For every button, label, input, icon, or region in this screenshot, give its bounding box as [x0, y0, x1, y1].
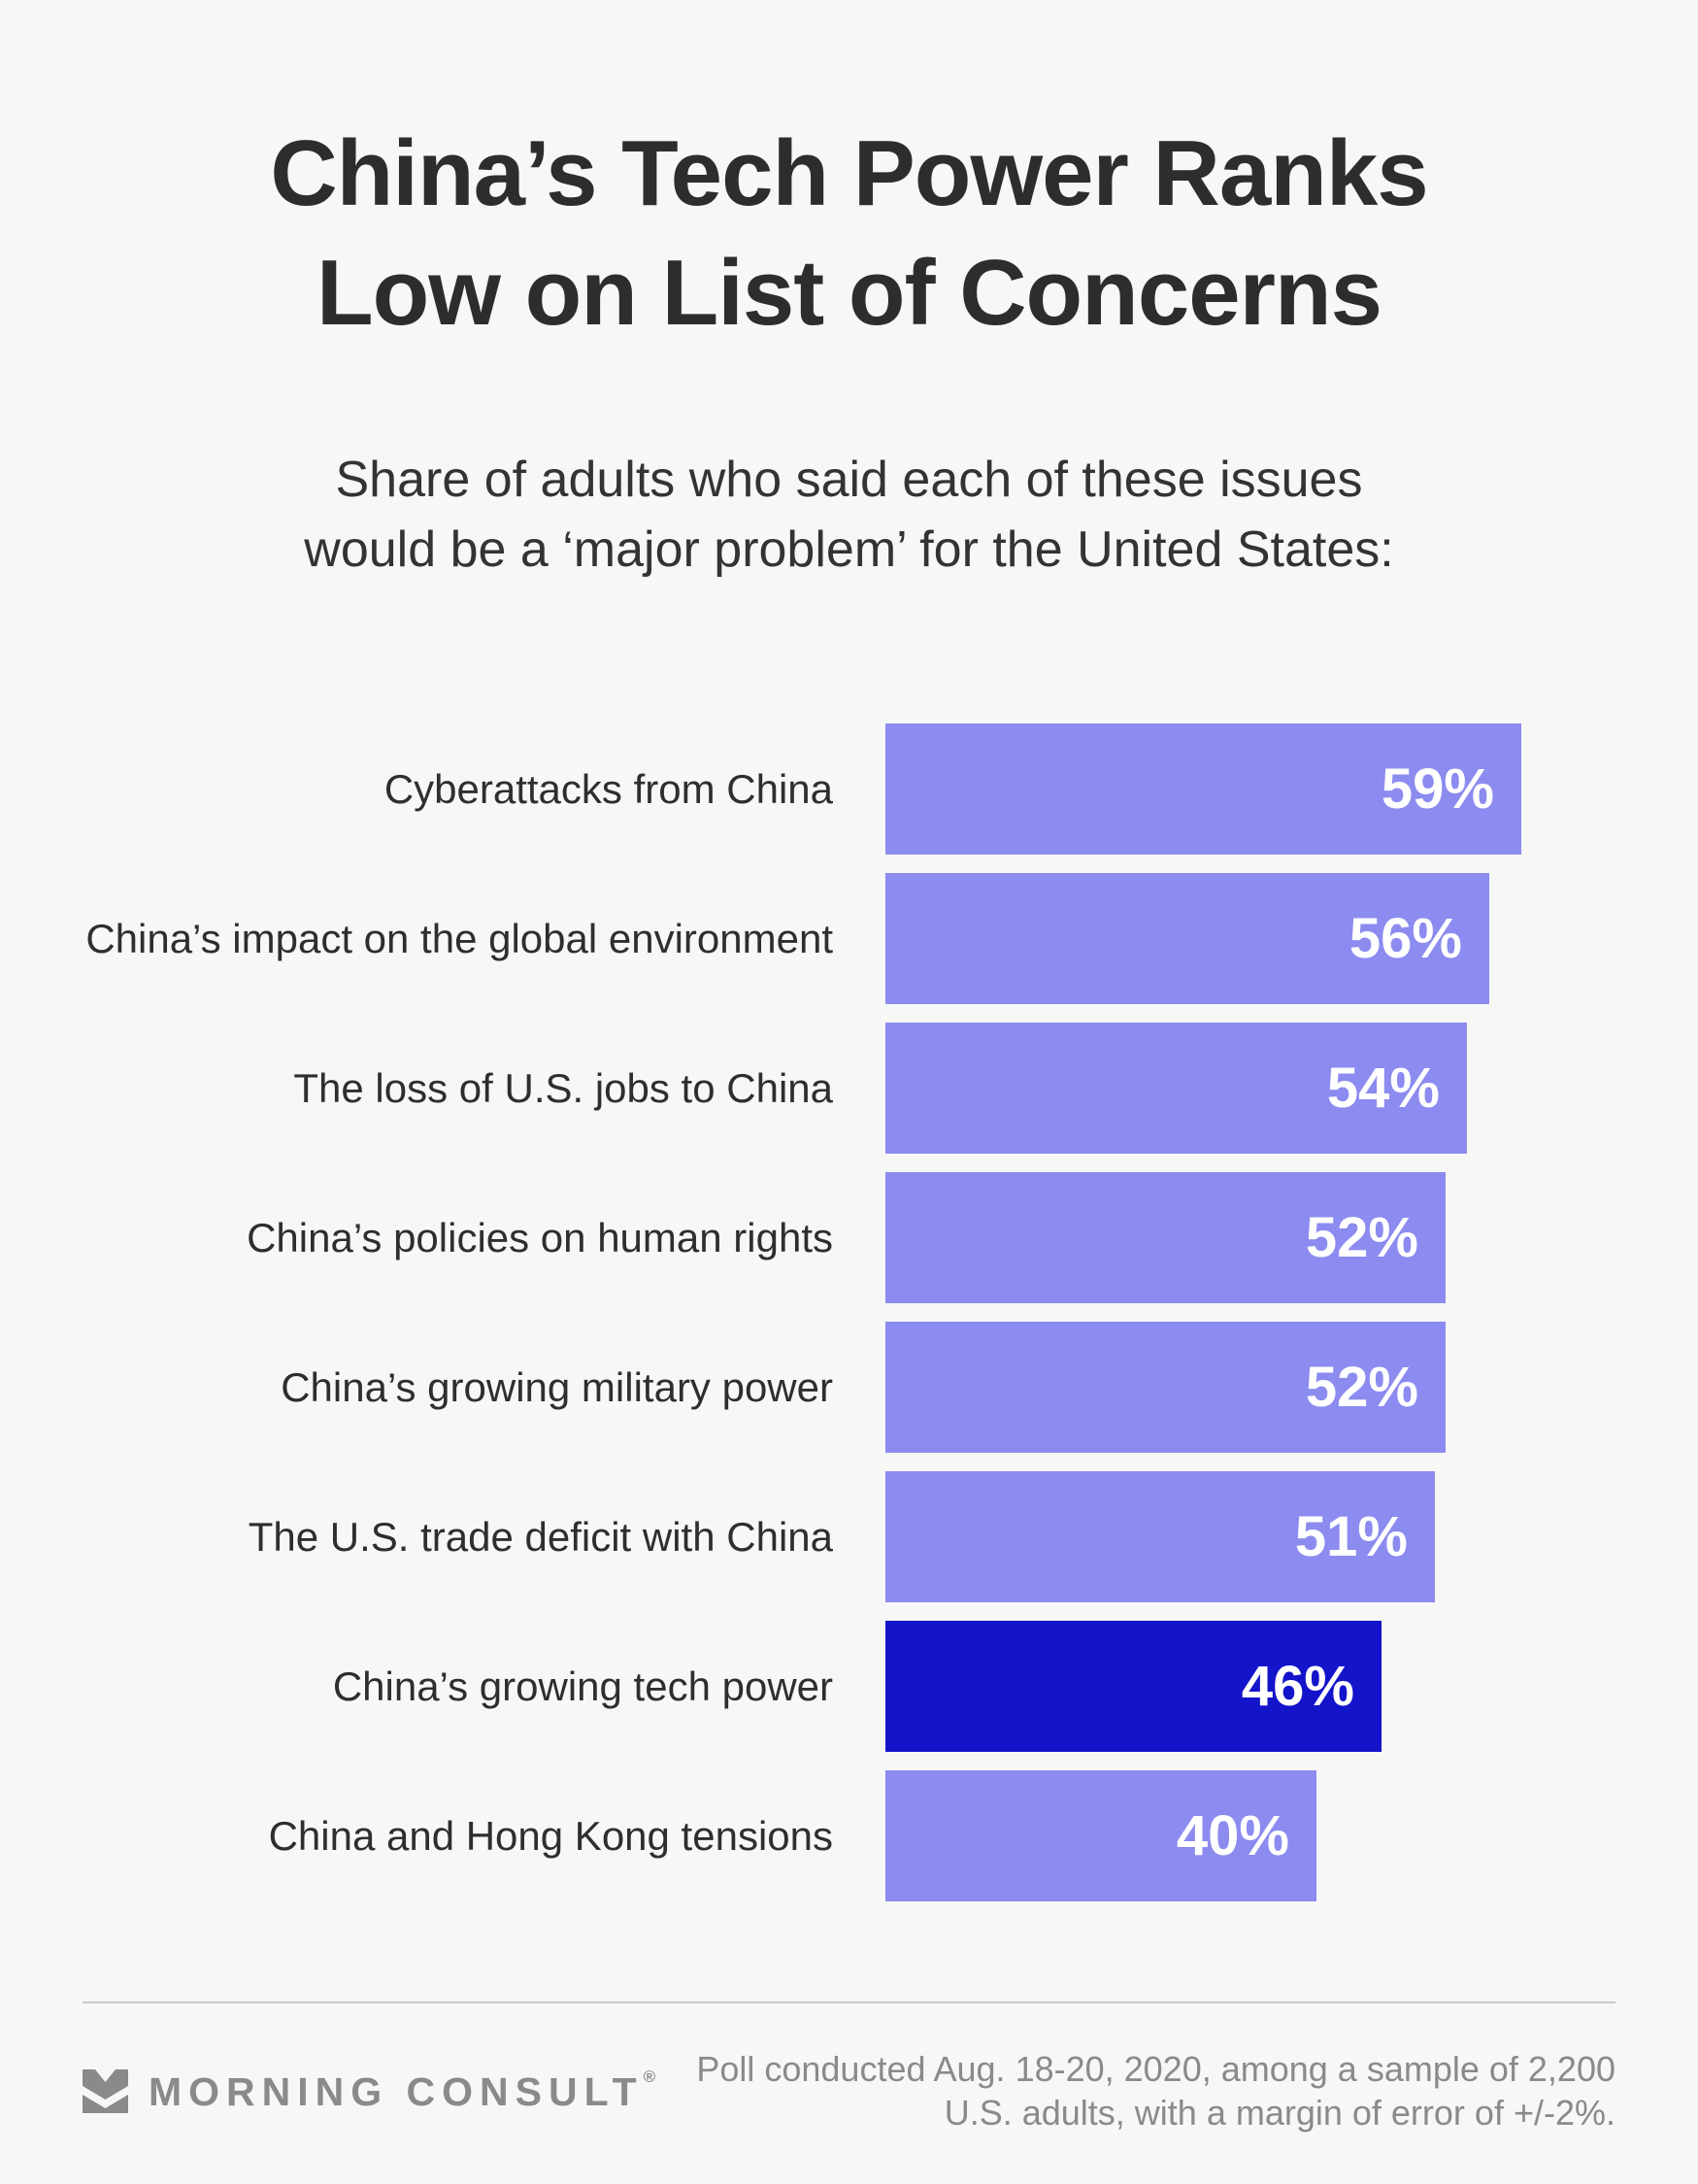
bar-row: Cyberattacks from China 59%	[0, 723, 1698, 856]
bar-row: China’s growing military power 52%	[0, 1322, 1698, 1454]
bar-value-label: 52%	[1305, 1206, 1418, 1270]
bar-row: China’s policies on human rights 52%	[0, 1172, 1698, 1304]
bar: 54%	[885, 1023, 1467, 1155]
bar-category-label: China and Hong Kong tensions	[268, 1812, 833, 1859]
bar: 40%	[885, 1770, 1316, 1902]
footer: MORNING CONSULT® Poll conducted Aug. 18-…	[83, 2047, 1615, 2134]
bar-value-label: 54%	[1326, 1057, 1440, 1121]
bar-row: The loss of U.S. jobs to China 54%	[0, 1023, 1698, 1155]
chart-subtitle: Share of adults who said each of these i…	[0, 446, 1698, 586]
chart-title: China’s Tech Power Ranks Low on List of …	[0, 0, 1698, 353]
bar: 59%	[885, 723, 1521, 856]
bar: 52%	[885, 1322, 1446, 1454]
bar-value-label: 40%	[1176, 1804, 1289, 1868]
bar-value-label: 51%	[1294, 1505, 1408, 1569]
poll-methodology-note: Poll conducted Aug. 18-20, 2020, among a…	[696, 2047, 1615, 2134]
bar-row: China’s impact on the global environment…	[0, 873, 1698, 1005]
bar: 46%	[885, 1621, 1382, 1753]
poll-note-line-2: U.S. adults, with a margin of error of +…	[944, 2093, 1615, 2134]
bar: 56%	[885, 873, 1489, 1005]
bar-value-label: 59%	[1381, 757, 1494, 822]
bar-category-label: China’s growing tech power	[332, 1663, 833, 1709]
bar-category-label: China’s policies on human rights	[247, 1214, 833, 1260]
chart-subtitle-line-1: Share of adults who said each of these i…	[335, 451, 1363, 508]
bar-row: China and Hong Kong tensions 40%	[0, 1770, 1698, 1902]
bar-category-label: China’s impact on the global environment	[85, 915, 833, 961]
bar-value-label: 46%	[1241, 1655, 1354, 1719]
morning-consult-logo: MORNING CONSULT®	[83, 2067, 655, 2115]
chart-title-line-1: China’s Tech Power Ranks	[270, 121, 1428, 225]
poll-note-line-1: Poll conducted Aug. 18-20, 2020, among a…	[696, 2049, 1615, 2090]
chart-subtitle-line-2: would be a ‘major problem’ for the Unite…	[304, 521, 1394, 578]
bar-category-label: The U.S. trade deficit with China	[248, 1513, 833, 1560]
bar-category-label: Cyberattacks from China	[383, 765, 833, 812]
bar: 51%	[885, 1471, 1435, 1603]
bar-value-label: 56%	[1348, 907, 1462, 971]
bar-chart: Cyberattacks from China 59% China’s impa…	[0, 723, 1698, 1902]
bar-row: China’s growing tech power 46%	[0, 1621, 1698, 1753]
bar-value-label: 52%	[1305, 1356, 1418, 1420]
logo-wordmark: MORNING CONSULT®	[149, 2066, 656, 2114]
bar-category-label: The loss of U.S. jobs to China	[293, 1064, 833, 1111]
morning-consult-m-icon	[83, 2068, 128, 2113]
chart-title-line-2: Low on List of Concerns	[316, 240, 1382, 345]
bar: 52%	[885, 1172, 1446, 1304]
footer-divider	[83, 2001, 1615, 2004]
registered-trademark: ®	[643, 2066, 656, 2086]
bar-row: The U.S. trade deficit with China 51%	[0, 1471, 1698, 1603]
bar-category-label: China’s growing military power	[281, 1363, 833, 1410]
